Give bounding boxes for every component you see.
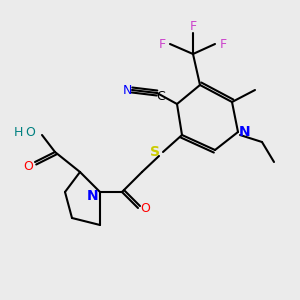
Text: O: O xyxy=(140,202,150,214)
Text: F: F xyxy=(219,38,226,50)
Text: C: C xyxy=(157,89,165,103)
Text: N: N xyxy=(239,125,251,139)
Text: F: F xyxy=(158,38,166,50)
Text: F: F xyxy=(189,20,197,34)
Text: O: O xyxy=(25,125,35,139)
Text: S: S xyxy=(150,145,160,159)
Text: N: N xyxy=(122,85,132,98)
Text: O: O xyxy=(23,160,33,172)
Text: H: H xyxy=(13,125,23,139)
Text: N: N xyxy=(87,189,99,203)
